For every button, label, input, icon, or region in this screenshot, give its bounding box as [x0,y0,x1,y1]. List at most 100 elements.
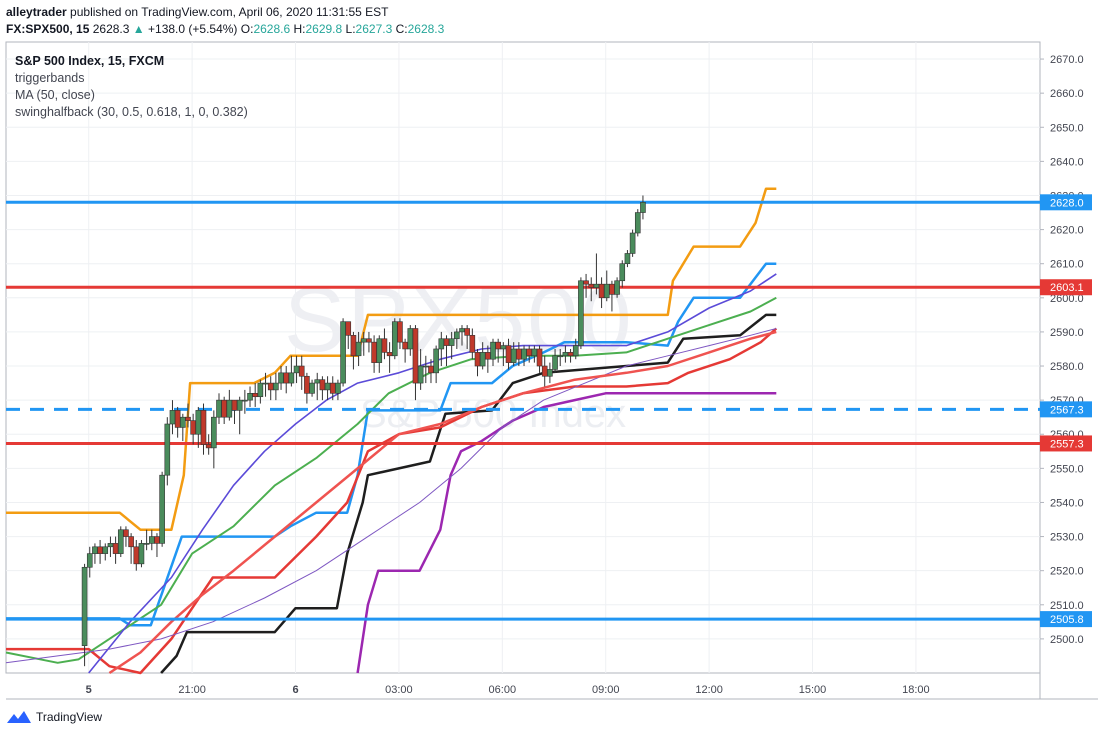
legend-title[interactable]: S&P 500 Index, 15, FXCM [15,54,165,68]
candle-body [634,212,641,234]
open-label: O: [240,22,254,36]
candle-body [423,365,429,368]
candle-body [614,280,620,295]
y-tick-label: 2660.0 [1050,88,1084,100]
candle-body [102,546,109,554]
candle-body [598,283,605,299]
symbol-line: FX:SPX500, 15 2628.3 ▲ +138.0 (+5.54%) O… [6,22,444,36]
indicator-line [6,187,777,531]
candle-body [438,338,445,350]
candle-body [133,546,140,565]
candle-body [211,416,217,449]
candle-body [603,283,610,299]
candle-body [412,328,419,384]
legend-item-triggerbands[interactable]: triggerbands [15,71,85,85]
candle-body [531,348,538,357]
candle-body [117,529,124,554]
candle-body [340,321,346,384]
candle-body [510,348,517,363]
candle-body [112,543,119,554]
candle-body [376,338,383,363]
legend-item-swinghalfback[interactable]: swinghalfback (30, 0.5, 0.618, 1, 0, 0.3… [15,105,248,119]
y-tick-label: 2550.0 [1050,463,1084,475]
candle-body [629,232,636,254]
candle-body [335,382,341,394]
price-tag-label: 2505.8 [1050,614,1084,626]
candle-body [257,382,264,398]
candle-body [552,355,558,370]
candle-body [329,382,336,394]
candle-body [360,338,367,343]
candle-body [190,420,196,435]
candle-body [562,352,569,357]
footer-brand[interactable]: TradingView [6,709,102,725]
price-tag[interactable] [1040,279,1092,296]
close-label: C: [395,22,408,36]
y-tick-label: 2650.0 [1050,122,1084,134]
author-name[interactable]: alleytrader [6,5,67,19]
low-label: L: [345,22,356,36]
price-tag-label: 2567.3 [1050,404,1084,416]
indicator-line [108,330,777,675]
candle-body [526,348,533,357]
candle-body [81,566,88,647]
candle-body [578,280,584,346]
candle-body [226,399,233,418]
candle-body [86,553,93,568]
candle-body [521,348,527,360]
candle-body [350,335,357,357]
indicator-line [356,392,777,674]
candle-body [174,410,181,428]
candle-body [324,382,331,391]
price-tag[interactable] [1040,194,1092,211]
candle-body [143,543,150,545]
candle-body [407,328,414,350]
candle-body [107,543,114,548]
candle-body [252,393,258,398]
price-change: +138.0 (+5.54%) [148,22,238,36]
candle-body [391,321,398,357]
candle-body [588,283,595,288]
candle-body [309,382,315,394]
candle-body [159,474,165,544]
published-text: published on TradingView.com, April 06, … [70,5,389,19]
candle-body [180,416,186,428]
candle-body [572,345,579,357]
candle-body [123,529,129,537]
y-tick-label: 2610.0 [1050,259,1084,271]
price-tag[interactable] [1040,435,1092,452]
x-tick-label: 6 [292,684,298,696]
candle-body [469,335,476,353]
candle-body [448,338,455,346]
publisher-line: alleytrader published on TradingView.com… [6,5,388,19]
candle-body [148,536,155,544]
low-value: 2627.3 [355,22,393,36]
candle-body [164,423,171,476]
high-value: 2629.8 [305,22,343,36]
candle-body [205,444,212,449]
candle-body [443,338,450,346]
x-tick-label: 18:00 [902,684,930,696]
candle-body [479,352,486,367]
brand-name: TradingView [36,710,103,724]
candle-body [454,331,460,340]
candle-body [293,365,300,374]
price-tag[interactable] [1040,611,1092,628]
legend-item-ma[interactable]: MA (50, close) [15,88,95,102]
candle-body [619,263,626,282]
indicator-line [6,327,778,675]
x-tick-label: 09:00 [592,684,620,696]
candle-body [567,352,574,357]
candle-body [236,399,243,411]
candle-body [128,536,134,548]
candle-body [366,338,372,343]
price-tag-label: 2628.0 [1050,197,1084,209]
symbol-name[interactable]: FX:SPX500, 15 [6,22,90,36]
candle-body [273,382,279,391]
chart-legend: S&P 500 Index, 15, FXCM triggerbands MA … [15,53,248,121]
tradingview-logo-icon [7,711,31,723]
y-tick-label: 2620.0 [1050,225,1084,237]
candle-body [624,253,631,265]
price-tag[interactable] [1040,401,1092,418]
